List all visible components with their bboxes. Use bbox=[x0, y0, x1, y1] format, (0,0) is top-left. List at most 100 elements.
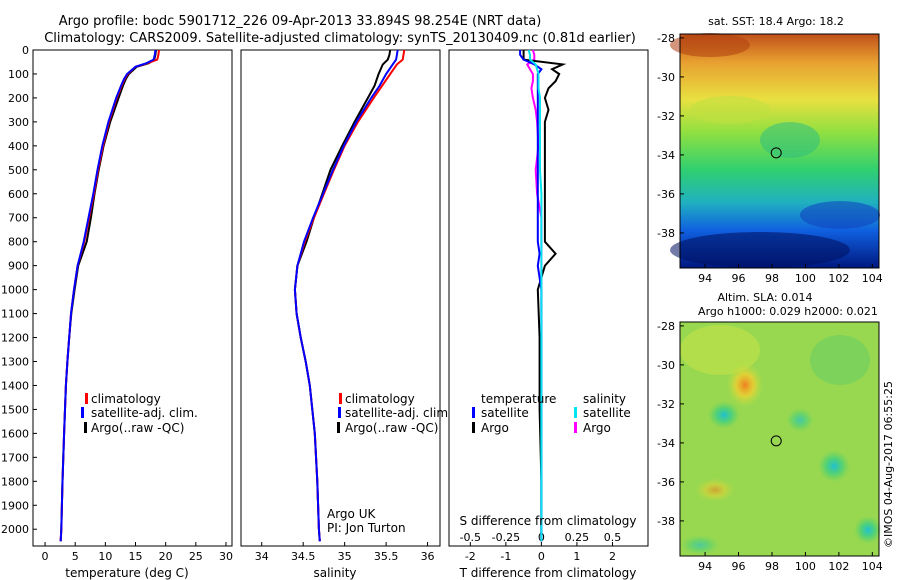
y-tick-label: 1300 bbox=[1, 355, 29, 368]
temperature-xlabel: temperature (deg C) bbox=[65, 566, 188, 580]
sla-map-subtitle: Argo h1000: 0.029 h2000: 0.021 bbox=[698, 305, 878, 318]
sla-map-texture bbox=[680, 325, 882, 555]
credit-line1: Argo UK bbox=[327, 507, 376, 521]
top-tick-label: -0.5 bbox=[460, 531, 481, 544]
sst-warm-tongue bbox=[690, 96, 770, 124]
legend-label-climatology: climatology bbox=[345, 392, 415, 406]
legend-title-temperature: temperature bbox=[481, 392, 556, 406]
legend-label-satellite: satellite-adj. clim. bbox=[91, 406, 198, 420]
y-tick-label: 1600 bbox=[1, 427, 29, 440]
sla-cold-spot bbox=[854, 516, 882, 544]
series-line-satellite-adj-clim- bbox=[293, 49, 399, 542]
map-y-tick-label: -32 bbox=[657, 398, 675, 411]
sla-float-marker bbox=[770, 435, 782, 447]
map-x-tick-label: 102 bbox=[828, 560, 849, 573]
difference-top-axis-label: S difference from climatology bbox=[460, 514, 637, 528]
temperature-panel: 0100200300400500600700800900100011001200… bbox=[1, 44, 233, 580]
y-tick-label: 2000 bbox=[1, 523, 29, 536]
salinity-legend: climatology satellite-adj. clim. Argo(..… bbox=[337, 392, 452, 435]
difference-legend: temperature salinity satellite Argo sate… bbox=[472, 392, 631, 435]
map-x-tick-label: 104 bbox=[862, 272, 883, 285]
y-tick-label: 1700 bbox=[1, 451, 29, 464]
y-tick-label: 1200 bbox=[1, 332, 29, 345]
sla-patch bbox=[680, 325, 760, 375]
map-y-tick-label: -34 bbox=[657, 437, 675, 450]
x-tick-label: 35.5 bbox=[374, 550, 399, 563]
sla-cold-spot bbox=[818, 450, 850, 482]
x-tick-label: 0 bbox=[538, 550, 545, 563]
sla-warm-spot bbox=[727, 363, 763, 407]
y-tick-label: 700 bbox=[8, 212, 29, 225]
salinity-axes bbox=[240, 49, 441, 547]
map-y-tick-label: -28 bbox=[657, 320, 675, 333]
map-x-tick-label: 104 bbox=[862, 560, 883, 573]
map-y-tick-label: -34 bbox=[657, 149, 675, 162]
sla-warm-spot bbox=[695, 478, 735, 502]
legend-label-argo: Argo(..raw -QC) bbox=[345, 421, 438, 435]
figure-title-line1: Argo profile: bodc 5901712_226 09-Apr-20… bbox=[59, 14, 542, 29]
y-tick-label: 1500 bbox=[1, 403, 29, 416]
map-x-tick-label: 96 bbox=[732, 272, 746, 285]
map-y-tick-label: -38 bbox=[657, 227, 675, 240]
top-tick-label: -0.25 bbox=[492, 531, 520, 544]
legend-swatch-satellite bbox=[81, 407, 84, 418]
y-tick-label: 900 bbox=[8, 260, 29, 273]
sst-map-title: sat. SST: 18.4 Argo: 18.2 bbox=[708, 15, 844, 28]
map-x-tick-label: 96 bbox=[732, 560, 746, 573]
sst-blue-band bbox=[800, 201, 880, 229]
x-tick-label: 5 bbox=[72, 550, 79, 563]
map-x-tick-label: 102 bbox=[828, 272, 849, 285]
y-tick-label: 1800 bbox=[1, 475, 29, 488]
x-tick-label: 1 bbox=[573, 550, 580, 563]
legend-swatch-t-satellite bbox=[472, 407, 475, 418]
x-tick-label: 0 bbox=[42, 550, 49, 563]
legend-label-t-satellite: satellite bbox=[481, 406, 529, 420]
x-tick-label: 25 bbox=[189, 550, 203, 563]
x-tick-label: 15 bbox=[129, 550, 143, 563]
map-x-tick-label: 98 bbox=[765, 272, 779, 285]
legend-label-t-argo: Argo bbox=[481, 421, 509, 435]
series-line-satellite-adj-clim- bbox=[59, 49, 157, 542]
sst-map-texture bbox=[670, 33, 880, 268]
y-tick-label: 200 bbox=[8, 92, 29, 105]
map-x-tick-label: 94 bbox=[698, 560, 712, 573]
sst-map-panel: sat. SST: 18.4 Argo: 18.2 94 96 98 100 102 10… bbox=[657, 15, 883, 285]
sst-cold-tongue bbox=[760, 122, 820, 158]
legend-swatch-climatology bbox=[339, 393, 342, 404]
map-y-tick-label: -30 bbox=[657, 71, 675, 84]
legend-title-salinity: salinity bbox=[583, 392, 626, 406]
top-tick-label: 0.25 bbox=[565, 531, 590, 544]
map-x-tick-label: 94 bbox=[698, 272, 712, 285]
legend-swatch-argo bbox=[337, 422, 340, 433]
map-x-tick-label: 98 bbox=[765, 560, 779, 573]
sst-float-marker bbox=[770, 147, 782, 159]
sst-deep-cold bbox=[670, 232, 850, 268]
x-tick-label: -2 bbox=[465, 550, 476, 563]
y-tick-label: 1900 bbox=[1, 499, 29, 512]
y-tick-label: 100 bbox=[8, 68, 29, 81]
imos-stamp: ©IMOS 04-Aug-2017 06:55:25 bbox=[882, 381, 895, 548]
y-tick-label: 600 bbox=[8, 188, 29, 201]
sla-map-panel: Altim. SLA: 0.014 Argo h1000: 0.029 h200… bbox=[657, 291, 883, 573]
x-tick-label: -1 bbox=[500, 550, 511, 563]
sla-cold-spot bbox=[708, 401, 740, 429]
legend-swatch-s-satellite bbox=[574, 407, 577, 418]
map-y-tick-label: -28 bbox=[657, 32, 675, 45]
y-tick-label: 0 bbox=[22, 44, 29, 57]
map-x-tick-label: 100 bbox=[795, 560, 816, 573]
legend-label-satellite: satellite-adj. clim. bbox=[345, 406, 452, 420]
legend-swatch-s-argo bbox=[574, 422, 577, 433]
x-tick-label: 35 bbox=[338, 550, 352, 563]
difference-panel: -2 -1 0 1 2 -0.5 -0.25 0 0.25 0.5 S difference f… bbox=[448, 49, 649, 580]
y-tick-label: 500 bbox=[8, 164, 29, 177]
y-tick-label: 1000 bbox=[1, 284, 29, 297]
sla-patch bbox=[810, 335, 870, 385]
salinity-panel: 34 34.5 35 35.5 36 salinity climatology sate… bbox=[240, 49, 452, 580]
sst-warm-patch bbox=[670, 33, 750, 57]
legend-swatch-climatology bbox=[85, 393, 88, 404]
legend-label-s-argo: Argo bbox=[583, 421, 611, 435]
map-y-tick-label: -38 bbox=[657, 515, 675, 528]
y-tick-label: 400 bbox=[8, 140, 29, 153]
legend-swatch-satellite bbox=[338, 407, 341, 418]
